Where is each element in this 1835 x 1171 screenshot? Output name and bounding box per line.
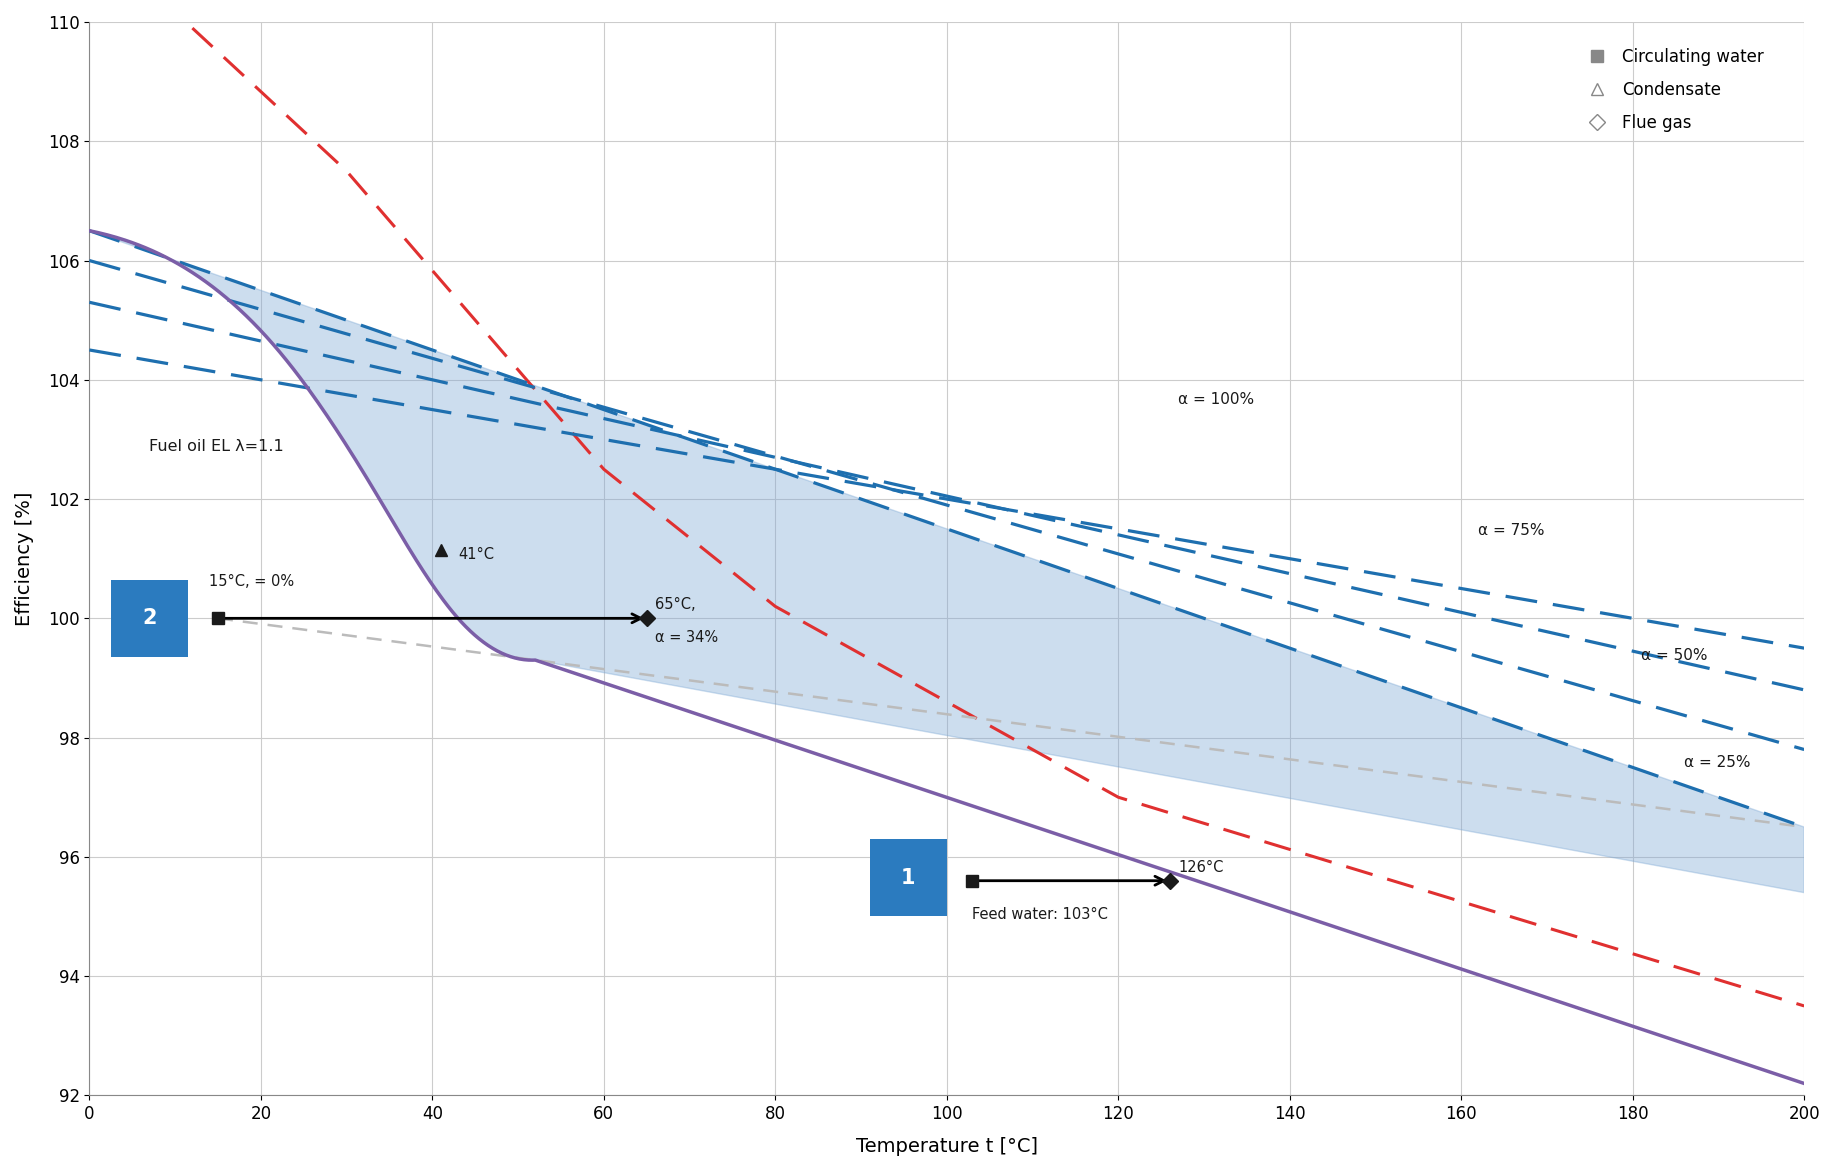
Text: 65°C,: 65°C, bbox=[655, 597, 695, 612]
Text: 2: 2 bbox=[141, 608, 156, 629]
Legend: Circulating water, Condensate, Flue gas: Circulating water, Condensate, Flue gas bbox=[1573, 41, 1771, 138]
Text: α = 100%: α = 100% bbox=[1178, 391, 1255, 406]
Text: Fuel oil EL λ=1.1: Fuel oil EL λ=1.1 bbox=[149, 439, 284, 454]
Text: 41°C: 41°C bbox=[459, 547, 494, 562]
Text: α = 34%: α = 34% bbox=[655, 630, 717, 645]
Text: 15°C, = 0%: 15°C, = 0% bbox=[209, 574, 295, 589]
Text: 1: 1 bbox=[901, 868, 916, 888]
Text: α = 50%: α = 50% bbox=[1640, 648, 1708, 663]
Polygon shape bbox=[90, 231, 1804, 892]
Text: α = 25%: α = 25% bbox=[1685, 755, 1751, 771]
Text: Feed water: 103°C: Feed water: 103°C bbox=[973, 908, 1108, 923]
FancyBboxPatch shape bbox=[110, 580, 187, 657]
FancyBboxPatch shape bbox=[870, 838, 947, 917]
X-axis label: Temperature t [°C]: Temperature t [°C] bbox=[855, 1137, 1039, 1156]
Text: 126°C: 126°C bbox=[1178, 860, 1224, 875]
Y-axis label: Efficiency [%]: Efficiency [%] bbox=[15, 492, 35, 625]
Text: α = 75%: α = 75% bbox=[1479, 522, 1545, 537]
